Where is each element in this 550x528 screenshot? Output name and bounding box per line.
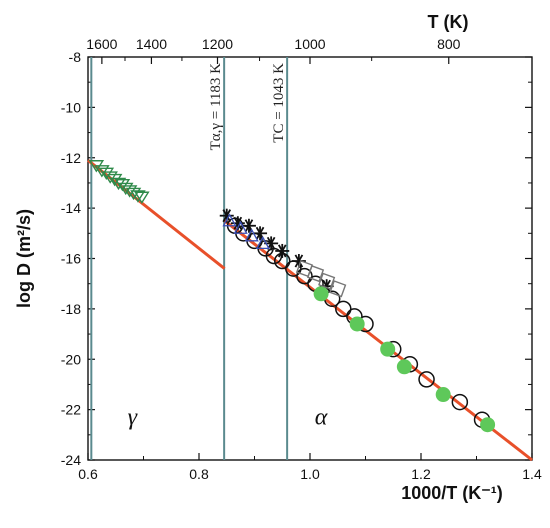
top-tick-label: 800 [437, 36, 461, 52]
filled-circle-marker [380, 341, 396, 357]
open-circle-marker [335, 300, 352, 318]
top-tick-label: 1000 [294, 36, 325, 52]
y-tick-label: -18 [61, 301, 81, 317]
x-tick-label: 1.4 [522, 466, 542, 482]
fit-lines-layer [87, 159, 533, 462]
y-tick-label: -22 [61, 402, 81, 418]
open-triangle-marker [255, 236, 270, 250]
open-triangle-marker [233, 220, 248, 234]
vertical-lines-layer [90, 57, 289, 460]
vertical-line-label: TC = 1043 K [271, 63, 287, 143]
open-circle-marker [451, 393, 469, 411]
y-tick-label: -24 [61, 452, 81, 468]
open-circle-marker [265, 247, 283, 265]
y-tick-label: -14 [61, 200, 81, 216]
triangle-down-marker [94, 165, 110, 178]
y-tick-label: -16 [61, 251, 81, 267]
open-circle-marker [296, 267, 313, 285]
top-tick-label: 1400 [136, 36, 167, 52]
triangle-down-marker [134, 191, 150, 204]
y-tick-label: -12 [61, 150, 81, 166]
labels-layer: 0.6 0.8 1.0 1.2 1.4 -24 -22 -20 -18 -16 -14 -12 -10 -… [14, 12, 542, 503]
x-tick-label: 1.0 [300, 466, 320, 482]
open-circle-marker [418, 371, 435, 388]
open-circle-marker [274, 252, 291, 270]
top-tick-label: 1600 [86, 36, 117, 52]
open-triangle-marker [244, 228, 259, 242]
filled-circle-marker [435, 387, 451, 403]
x-axis-title: 1000/T (K⁻¹) [401, 483, 503, 503]
x-tick-label: 0.6 [78, 466, 98, 482]
fit-line [223, 219, 533, 462]
x-tick-label: 0.8 [189, 466, 209, 482]
open-square-marker [306, 265, 325, 283]
top-tick-label: 1200 [202, 36, 233, 52]
y-tick-label: -8 [69, 49, 82, 65]
y-axis-title: log D (m²/s) [14, 209, 34, 308]
phase-label: α [315, 405, 328, 431]
triangle-down-marker [98, 167, 115, 181]
plot-frame-layer [87, 56, 533, 461]
triangle-down-marker [114, 178, 131, 192]
plot-border [87, 56, 533, 461]
filled-circle-marker [349, 316, 365, 332]
y-tick-label: -10 [61, 99, 81, 115]
vertical-line-label: Tα,γ = 1183 K [208, 63, 224, 151]
filled-circle-marker [313, 286, 329, 302]
open-square-marker [329, 280, 347, 298]
open-circle-marker [285, 260, 302, 277]
filled-circle-marker [396, 359, 412, 375]
top-axis-title: T (K) [428, 12, 469, 32]
filled-circle-marker [480, 417, 496, 433]
asterisk-marker [275, 243, 290, 258]
y-tick-label: -20 [61, 351, 81, 367]
phase-label: γ [128, 405, 138, 431]
open-triangle-marker [222, 213, 237, 227]
data-markers-layer [88, 160, 496, 433]
open-square-marker [318, 272, 336, 290]
x-tick-label: 1.2 [411, 466, 431, 482]
triangle-down-marker [102, 171, 118, 184]
triangle-down-marker [130, 190, 146, 203]
